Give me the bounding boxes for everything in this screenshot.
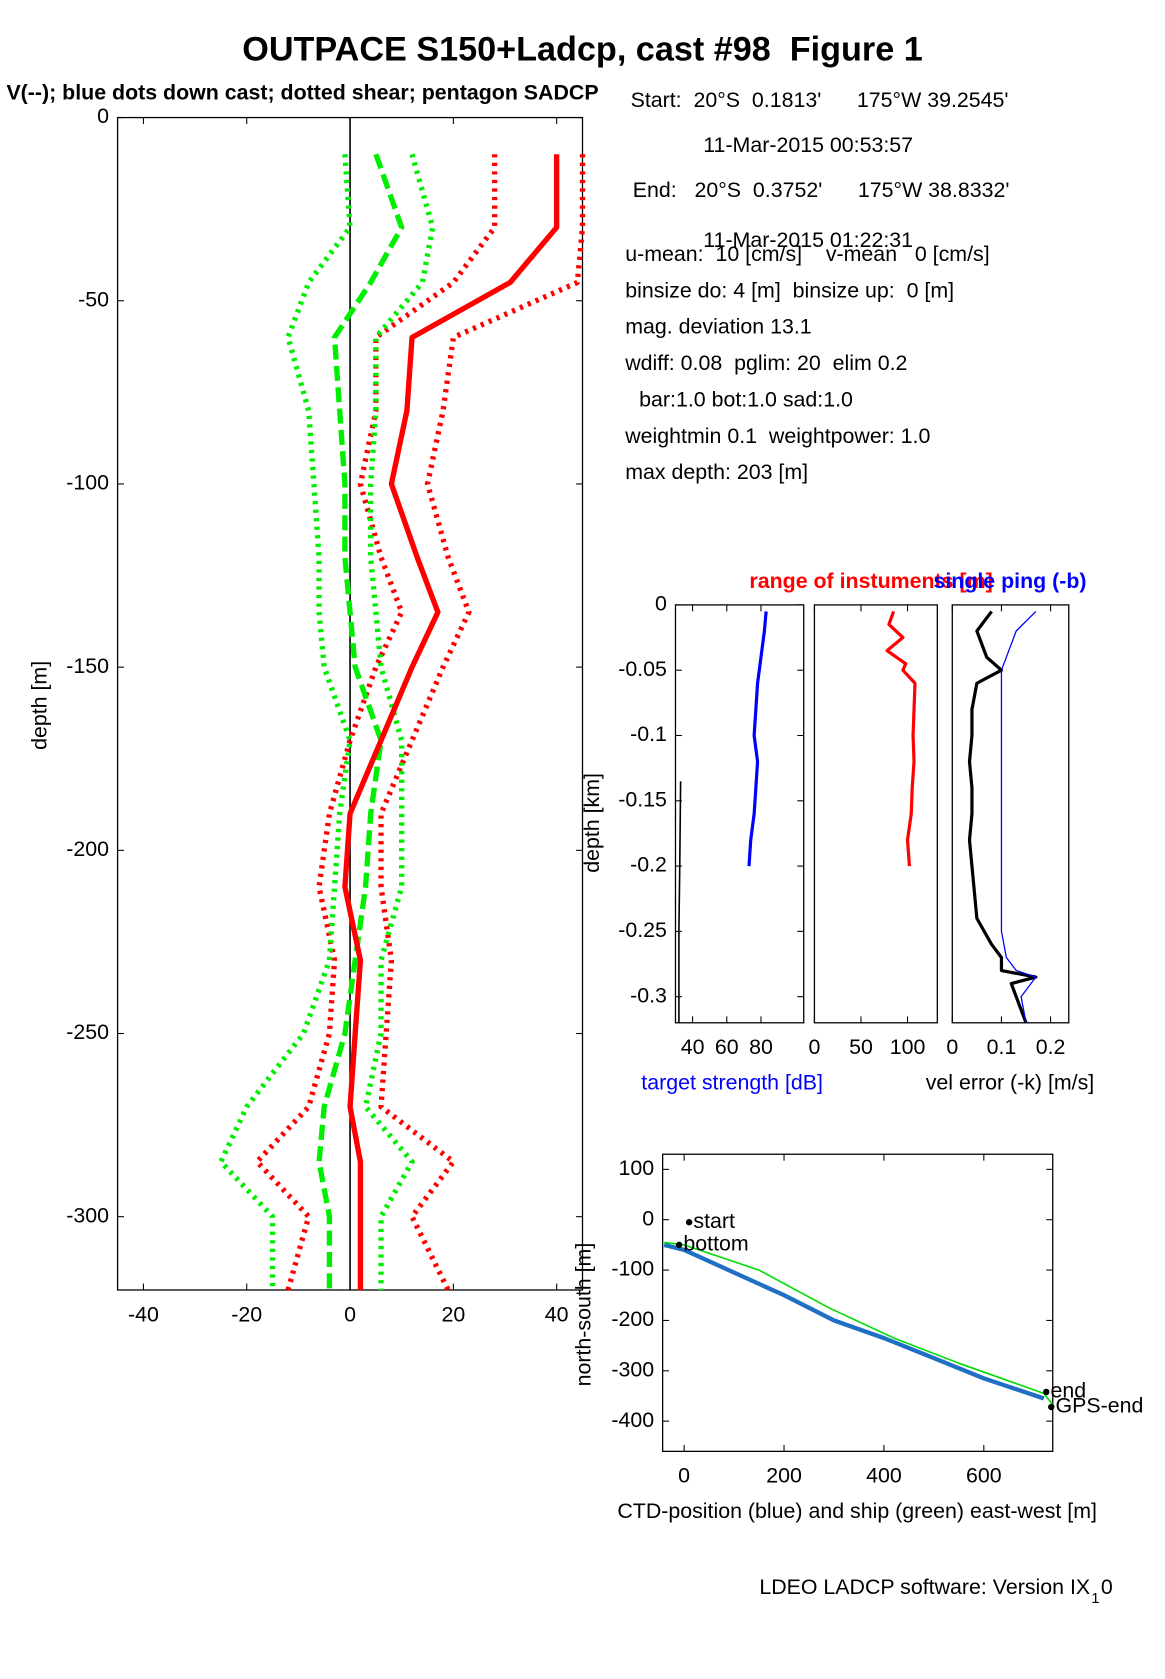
- data-line: [967, 610, 1038, 1024]
- y-tick-label: -300: [611, 1357, 654, 1381]
- annotation-dot: [685, 1219, 693, 1226]
- y-label: depth [m]: [27, 661, 51, 750]
- y-tick-label: -200: [66, 837, 109, 861]
- y-tick-label: -0.2: [630, 853, 667, 877]
- x-tick-label: 60: [715, 1035, 739, 1059]
- x-tick-label: 50: [849, 1035, 873, 1059]
- annotation-dot: [675, 1241, 683, 1249]
- x-tick-label: 0: [678, 1464, 690, 1488]
- x-label: vel error (-k) [m/s]: [926, 1070, 1095, 1094]
- y-tick-label: 0: [642, 1206, 654, 1230]
- info-line: max depth: 203 [m]: [625, 460, 808, 484]
- x-tick-label: 0.1: [987, 1035, 1017, 1059]
- data-line: [663, 1242, 1045, 1401]
- y-tick-label: -300: [66, 1203, 109, 1227]
- y-tick-label: 0: [97, 104, 109, 128]
- panel-title: range of instuments [m]: [749, 569, 992, 593]
- info-line: 11-Mar-2015 01:22:31: [703, 228, 913, 252]
- data-line: [254, 154, 498, 1291]
- panel-title: single ping (-b): [933, 569, 1086, 593]
- x-tick-label: 80: [749, 1035, 773, 1059]
- axes-frame: [813, 604, 938, 1024]
- data-line: [378, 154, 586, 1292]
- x-tick-label: 100: [890, 1035, 926, 1059]
- y-tick-label: -200: [611, 1307, 654, 1331]
- annotation: end: [1051, 1379, 1087, 1403]
- annotation-dot: [1048, 1403, 1055, 1411]
- title: OUTPACE S150+Ladcp, cast #98 Figure 1: [242, 30, 923, 68]
- y-tick-label: -0.25: [618, 918, 667, 942]
- x-label: target strength [dB]: [641, 1070, 823, 1094]
- y-label: north-south [m]: [571, 1243, 595, 1387]
- x-tick-label: -40: [128, 1302, 159, 1326]
- y-tick-label: -150: [66, 654, 109, 678]
- info-line: wdiff: 0.08 pglim: 20 elim 0.2: [624, 351, 907, 375]
- y-tick-label: -100: [611, 1257, 654, 1281]
- info-line: u-mean: 10 [cm/s] v-mean 0 [cm/s]: [625, 242, 989, 266]
- x-tick-label: 20: [441, 1302, 465, 1326]
- axes-frame: [674, 604, 805, 1024]
- y-tick-label: -400: [611, 1408, 654, 1432]
- x-tick-label: 0: [344, 1302, 356, 1326]
- data-line: [885, 610, 917, 867]
- x-tick-label: -20: [231, 1302, 262, 1326]
- annotation: GPS-end: [1056, 1394, 1144, 1418]
- footer-tail: 0: [1101, 1575, 1113, 1599]
- data-line: [316, 153, 405, 1290]
- annotation: bottom: [683, 1232, 748, 1256]
- data-line: [362, 153, 436, 1290]
- footer-sub: 1: [1091, 1590, 1099, 1607]
- y-tick-label: -0.05: [618, 657, 667, 681]
- footer: LDEO LADCP software: Version IX: [759, 1575, 1090, 1599]
- data-line: [218, 154, 353, 1290]
- data-line: [747, 611, 768, 867]
- data-line: [664, 1241, 1055, 1407]
- x-tick-label: 40: [545, 1302, 569, 1326]
- axes-frame: [951, 604, 1070, 1024]
- info-line: Start: 20°S 0.1813' 175°W 39.2545': [631, 88, 1009, 112]
- data-line: [1000, 610, 1037, 1023]
- y-tick-label: -0.1: [630, 722, 667, 746]
- y-label: depth [km]: [580, 773, 604, 873]
- x-tick-label: 0: [946, 1035, 958, 1059]
- x-tick-label: 0: [808, 1035, 820, 1059]
- x-tick-label: 200: [766, 1464, 802, 1488]
- subtitle: V(--); blue dots down cast; dotted shear…: [6, 81, 598, 105]
- annotation: start: [693, 1209, 735, 1233]
- x-tick-label: 0.2: [1036, 1035, 1066, 1059]
- axes-frame: [662, 1153, 1054, 1452]
- info-line: weightmin 0.1 weightpower: 1.0: [624, 424, 930, 448]
- info-line: bar:1.0 bot:1.0 sad:1.0: [639, 387, 853, 411]
- x-label: CTD-position (blue) and ship (green) eas…: [617, 1499, 1097, 1523]
- y-tick-label: -100: [66, 471, 109, 495]
- annotation-dot: [1043, 1388, 1050, 1396]
- y-tick-label: 0: [655, 592, 667, 616]
- info-line: mag. deviation 13.1: [625, 315, 811, 339]
- y-tick-label: -0.15: [618, 787, 667, 811]
- x-tick-label: 40: [681, 1035, 705, 1059]
- x-tick-label: 400: [866, 1464, 902, 1488]
- y-tick-label: -0.3: [630, 983, 667, 1007]
- data-line: [678, 781, 682, 1023]
- y-tick-label: -50: [78, 287, 109, 311]
- x-tick-label: 600: [966, 1464, 1002, 1488]
- y-tick-label: -250: [66, 1020, 109, 1044]
- info-line: binsize do: 4 [m] binsize up: 0 [m]: [625, 278, 954, 302]
- info-line: End: 20°S 0.3752' 175°W 38.8332': [633, 178, 1010, 202]
- y-tick-label: 100: [618, 1156, 654, 1180]
- info-line: 11-Mar-2015 00:53:57: [703, 133, 913, 157]
- data-line: [342, 154, 560, 1290]
